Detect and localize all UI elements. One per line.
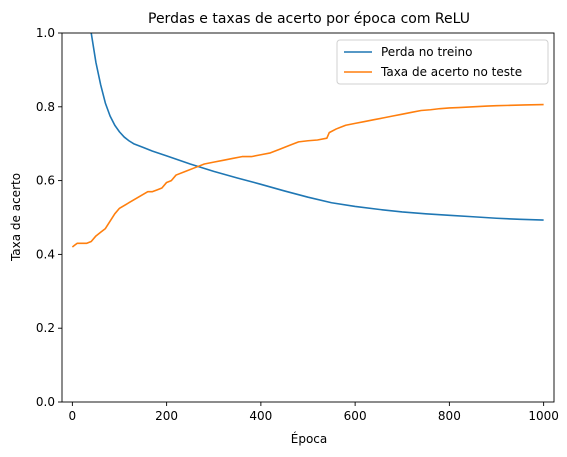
- y-tick-label: 0.6: [36, 174, 55, 188]
- x-tick-label: 800: [438, 409, 461, 423]
- y-tick-label: 0.8: [36, 100, 55, 114]
- x-tick-label: 200: [155, 409, 178, 423]
- series-line-2: [71, 103, 544, 248]
- legend-label: Taxa de acerto no teste: [380, 65, 522, 79]
- legend: Perda no treino Taxa de acerto no teste: [336, 39, 549, 85]
- y-tick-label: 0.2: [36, 321, 55, 335]
- plot-area: 0 200 400 600 800 1000 0.0 0.2 0.4 0.6 0.8 1.0 Perda…: [36, 26, 559, 423]
- x-tick-label: 400: [249, 409, 272, 423]
- legend-label: Perda no treino: [381, 45, 473, 59]
- x-tick-label: 1000: [528, 409, 559, 423]
- axes-frame: [61, 32, 555, 403]
- series-line-1: [90, 33, 544, 221]
- y-tick-label: 0.4: [36, 247, 55, 261]
- y-tick-label: 0.0: [36, 395, 55, 409]
- x-axis-label: Época: [291, 431, 328, 446]
- y-axis-label: Taxa de acerto: [9, 173, 23, 262]
- x-tick-label: 0: [69, 409, 77, 423]
- x-tick-label: 600: [344, 409, 367, 423]
- legend-box: [336, 39, 549, 85]
- chart-title: Perdas e taxas de acerto por época com R…: [148, 11, 470, 27]
- y-tick-label: 1.0: [36, 26, 55, 40]
